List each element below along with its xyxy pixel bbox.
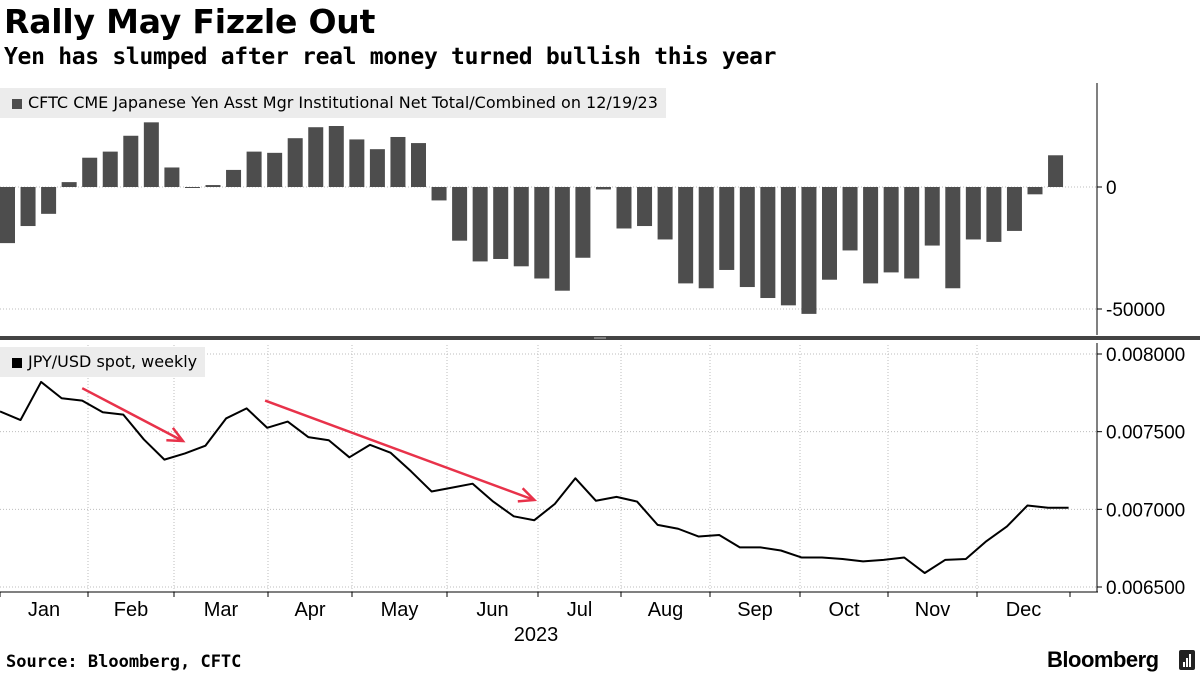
bar	[452, 187, 468, 241]
bloomberg-logo-text: Bloomberg	[1047, 647, 1159, 672]
x-tick-label-month: Mar	[204, 599, 239, 621]
bar	[493, 187, 509, 259]
bar	[184, 187, 200, 188]
trend-arrows	[81, 387, 538, 503]
bloomberg-logo-icon	[1179, 650, 1195, 670]
bar	[842, 187, 858, 251]
x-tick-label-month: Oct	[828, 599, 860, 621]
bar	[82, 157, 98, 187]
bar	[267, 152, 283, 187]
trend-arrow-head	[517, 487, 538, 503]
bar	[986, 187, 1002, 242]
bottom-y-tick-label: 0.007000	[1106, 500, 1185, 521]
bar	[164, 167, 180, 187]
bar	[945, 187, 961, 289]
trend-arrow-shaft	[264, 399, 535, 502]
bar	[698, 187, 714, 289]
bar	[349, 139, 365, 187]
x-tick-label-month: Apr	[294, 599, 325, 621]
bar	[20, 187, 36, 227]
bar	[143, 122, 159, 187]
legend-swatch-bars	[12, 99, 22, 109]
jpy-line-series	[0, 380, 1069, 575]
bar	[1027, 187, 1043, 195]
bar	[308, 127, 324, 187]
bar	[965, 187, 981, 240]
legend-cftc: CFTC CME Japanese Yen Asst Mgr Instituti…	[0, 88, 666, 118]
bar	[328, 126, 344, 187]
bar	[575, 187, 591, 258]
chart-axes	[0, 83, 1200, 597]
bar	[513, 187, 529, 267]
bar	[123, 135, 139, 187]
chart-subtitle: Yen has slumped after real money turned …	[4, 44, 777, 70]
x-tick-label-month: Dec	[1006, 599, 1042, 621]
bar	[554, 187, 570, 291]
bar	[41, 187, 57, 214]
x-tick-label-month: Aug	[648, 599, 684, 621]
bar	[719, 187, 735, 270]
bar	[760, 187, 776, 299]
x-tick-label-month: Nov	[915, 599, 951, 621]
bar	[102, 151, 118, 187]
legend-label-jpy: JPY/USD spot, weekly	[28, 352, 198, 371]
x-tick-label-month: May	[381, 599, 419, 621]
x-tick-labels: Jan Feb Mar Apr May Jun Jul Aug Sep Oct Nov Dec	[28, 599, 1041, 621]
bar	[657, 187, 673, 240]
bar	[246, 151, 262, 187]
bar	[616, 187, 632, 229]
bar	[637, 187, 653, 227]
bar	[61, 182, 77, 187]
bar	[780, 187, 796, 306]
bar	[411, 143, 426, 187]
chart-title: Rally May Fizzle Out	[4, 2, 376, 41]
x-tick-label-month: Jun	[476, 599, 508, 621]
x-tick-label-month: Sep	[737, 599, 773, 621]
bar	[595, 187, 611, 190]
bar	[431, 187, 447, 201]
bar	[369, 149, 385, 187]
trend-arrow-head	[166, 427, 186, 443]
bar	[0, 187, 15, 244]
bar	[822, 187, 837, 280]
x-tick-label-month: Jan	[28, 599, 60, 621]
bar	[801, 187, 817, 314]
source-note: Source: Bloomberg, CFTC	[6, 652, 242, 672]
bar	[205, 185, 221, 187]
bottom-panel-gridlines	[0, 345, 1096, 592]
x-tick-label-month: Jul	[567, 599, 593, 621]
cftc-bar-series	[0, 122, 1064, 314]
bar	[534, 187, 550, 279]
x-axis-year-label: 2023	[514, 624, 559, 646]
legend-swatch-line	[12, 358, 22, 368]
bottom-y-tick-labels: 0.006500 0.007000 0.007500 0.008000	[1106, 345, 1185, 599]
bar	[863, 187, 879, 284]
jpy-usd-line	[0, 380, 1069, 575]
legend-jpy: JPY/USD spot, weekly	[0, 347, 206, 377]
bar	[883, 187, 899, 273]
bar	[924, 187, 940, 246]
legend-label-cftc: CFTC CME Japanese Yen Asst Mgr Instituti…	[28, 93, 658, 112]
trend-arrow-shaft	[81, 387, 184, 443]
bar	[739, 187, 755, 288]
top-y-tick-label: -50000	[1106, 300, 1165, 321]
bar	[390, 136, 406, 187]
top-y-tick-labels: 0 -50000	[1106, 178, 1165, 321]
bar	[1006, 187, 1022, 231]
bar	[678, 187, 694, 284]
bar	[226, 169, 242, 187]
x-tick-label-month: Feb	[114, 599, 148, 621]
top-y-tick-label: 0	[1106, 178, 1117, 199]
bottom-y-tick-label: 0.008000	[1106, 345, 1185, 366]
bar	[287, 138, 303, 187]
bottom-y-tick-label: 0.006500	[1106, 578, 1185, 599]
bar	[904, 187, 920, 279]
bar	[1048, 155, 1064, 187]
bar	[472, 187, 488, 262]
bottom-y-tick-label: 0.007500	[1106, 423, 1185, 444]
